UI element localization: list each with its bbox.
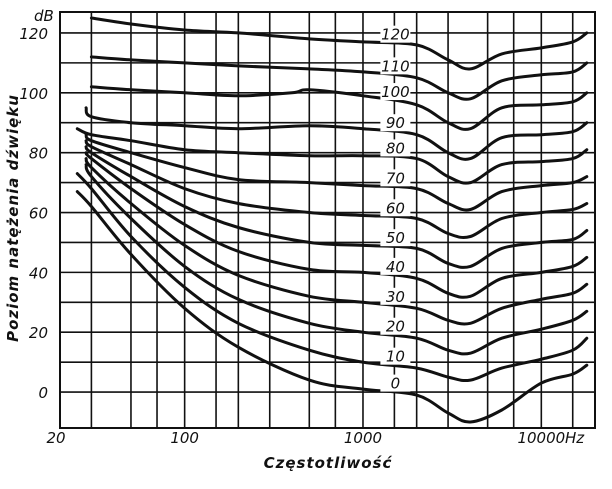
- curve-label-bg: [380, 347, 411, 365]
- curve-50: [84, 145, 589, 269]
- y-tick-label: 20: [29, 324, 48, 342]
- curve-label-80: 80: [386, 139, 405, 157]
- curve-label-bg: [380, 169, 411, 187]
- y-tick-label: 100: [19, 85, 48, 103]
- curve-label-0: 0: [391, 375, 401, 393]
- curve-label-bg: [380, 257, 411, 275]
- curve-label-bg: [380, 83, 411, 101]
- x-tick-label: 1000: [344, 429, 382, 447]
- curve-label-30: 30: [386, 288, 405, 306]
- curve-label-60: 60: [386, 199, 405, 217]
- curve-label-bg: [380, 114, 411, 132]
- curve-label-bg: [380, 229, 411, 247]
- curve-90: [84, 106, 589, 161]
- curve-110: [89, 55, 589, 101]
- curve-label-bg: [380, 57, 411, 75]
- curve-label-bg: [380, 25, 411, 43]
- y-tick-label: 40: [29, 264, 48, 282]
- curve-label-90: 90: [386, 114, 405, 132]
- curve-label-bg: [380, 287, 411, 305]
- y-tick-label: 60: [29, 205, 48, 223]
- x-tick-label: 10000: [517, 429, 565, 447]
- x-tick-label: 20: [46, 429, 65, 447]
- x-unit-label: Hz: [565, 429, 585, 447]
- y-axis-label: Poziom natężenia dźwięku: [4, 94, 22, 342]
- curve-label-70: 70: [386, 169, 405, 187]
- curve-label-bg: [380, 199, 411, 217]
- curve-label-bg: [380, 317, 411, 335]
- curve-120: [89, 16, 589, 71]
- curve-label-bg: [380, 139, 411, 157]
- curve-label-40: 40: [386, 258, 405, 276]
- x-axis-label: Częstotliwość: [264, 454, 393, 472]
- curve-label-20: 20: [386, 318, 405, 336]
- curve-label-50: 50: [386, 229, 405, 247]
- curve-label-110: 110: [381, 57, 410, 75]
- curve-label-100: 100: [381, 83, 410, 101]
- curve-label-120: 120: [381, 26, 410, 44]
- y-tick-label: 0: [38, 384, 48, 402]
- x-tick-label: 100: [170, 429, 199, 447]
- y-tick-label: 80: [29, 145, 48, 163]
- y-unit-label: dB: [34, 7, 54, 25]
- curve-40: [84, 151, 589, 299]
- curve-label-bg: [380, 374, 411, 392]
- y-tick-label: 120: [19, 25, 48, 43]
- curve-label-10: 10: [386, 348, 405, 366]
